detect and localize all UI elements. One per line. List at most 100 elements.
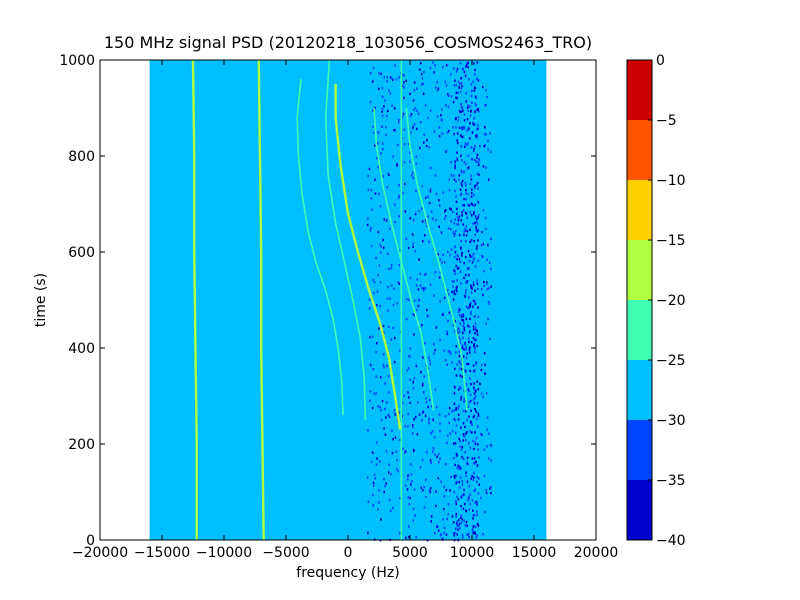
noise-cell bbox=[417, 112, 420, 115]
noise-cell bbox=[463, 70, 466, 74]
noise-cell bbox=[463, 233, 465, 237]
noise-cell bbox=[461, 84, 463, 88]
noise-cell bbox=[483, 352, 486, 355]
noise-cell bbox=[482, 85, 484, 89]
noise-cell bbox=[460, 110, 463, 113]
noise-cell bbox=[462, 324, 465, 328]
noise-cell bbox=[437, 87, 440, 90]
noise-cell bbox=[474, 488, 477, 491]
noise-cell bbox=[404, 450, 407, 453]
noise-cell bbox=[472, 525, 475, 528]
noise-cell bbox=[467, 388, 470, 391]
noise-cell bbox=[468, 127, 470, 130]
noise-cell bbox=[416, 433, 419, 436]
noise-cell bbox=[404, 451, 406, 454]
noise-cell bbox=[466, 461, 468, 464]
noise-cell bbox=[461, 536, 464, 539]
noise-cell bbox=[464, 211, 467, 215]
noise-cell bbox=[435, 504, 437, 508]
noise-cell bbox=[439, 258, 442, 261]
noise-cell bbox=[411, 127, 414, 130]
noise-cell bbox=[372, 291, 375, 295]
noise-cell bbox=[460, 169, 463, 172]
noise-cell bbox=[398, 183, 400, 187]
noise-cell bbox=[379, 281, 382, 284]
noise-cell bbox=[486, 258, 488, 262]
noise-cell bbox=[401, 414, 403, 418]
noise-cell bbox=[447, 434, 449, 437]
noise-cell bbox=[434, 388, 437, 391]
noise-cell bbox=[424, 196, 427, 200]
noise-cell bbox=[393, 360, 396, 364]
noise-cell bbox=[463, 502, 466, 506]
noise-cell bbox=[432, 447, 435, 450]
noise-cell bbox=[460, 159, 463, 162]
noise-cell bbox=[370, 226, 372, 230]
noise-cell bbox=[434, 174, 437, 177]
noise-cell bbox=[484, 104, 487, 107]
noise-cell bbox=[428, 421, 430, 425]
noise-cell bbox=[456, 480, 459, 484]
noise-cell bbox=[465, 348, 467, 351]
noise-cell bbox=[403, 128, 406, 131]
noise-cell bbox=[452, 100, 455, 104]
noise-cell bbox=[387, 471, 390, 474]
noise-cell bbox=[472, 370, 475, 373]
noise-cell bbox=[375, 392, 377, 395]
noise-cell bbox=[382, 324, 385, 328]
noise-cell bbox=[458, 350, 461, 354]
noise-cell bbox=[461, 533, 464, 537]
noise-cell bbox=[366, 223, 369, 227]
noise-cell bbox=[403, 96, 405, 100]
noise-cell bbox=[474, 350, 476, 354]
noise-cell bbox=[388, 267, 390, 271]
noise-cell bbox=[412, 425, 414, 428]
noise-cell bbox=[487, 300, 490, 304]
noise-cell bbox=[471, 499, 473, 502]
noise-cell bbox=[482, 293, 484, 297]
noise-cell bbox=[461, 126, 463, 130]
noise-cell bbox=[476, 77, 478, 81]
noise-cell bbox=[480, 392, 483, 395]
noise-cell bbox=[446, 517, 448, 521]
noise-cell bbox=[475, 361, 477, 364]
noise-cell bbox=[381, 107, 384, 111]
noise-cell bbox=[368, 298, 371, 301]
noise-cell bbox=[489, 132, 491, 135]
noise-cell bbox=[406, 297, 408, 301]
noise-cell bbox=[479, 382, 481, 386]
noise-cell bbox=[397, 280, 400, 284]
noise-cell bbox=[390, 338, 393, 341]
noise-cell bbox=[375, 350, 377, 354]
noise-cell bbox=[463, 400, 465, 403]
noise-cell bbox=[440, 113, 442, 117]
noise-cell bbox=[436, 525, 438, 529]
noise-cell bbox=[477, 216, 480, 219]
noise-cell bbox=[379, 205, 382, 208]
noise-cell bbox=[454, 320, 457, 323]
noise-cell bbox=[405, 317, 408, 321]
noise-cell bbox=[473, 185, 476, 188]
noise-cell bbox=[470, 214, 473, 217]
noise-cell bbox=[447, 250, 449, 253]
noise-cell bbox=[474, 73, 476, 76]
noise-cell bbox=[459, 476, 462, 479]
noise-cell bbox=[431, 430, 434, 433]
noise-cell bbox=[466, 230, 469, 233]
x-tick-label: −20000 bbox=[72, 545, 128, 561]
noise-cell bbox=[447, 129, 450, 133]
noise-cell bbox=[478, 158, 481, 162]
noise-cell bbox=[443, 526, 446, 530]
noise-cell bbox=[438, 199, 440, 202]
noise-cell bbox=[466, 61, 468, 65]
noise-cell bbox=[384, 433, 387, 436]
noise-cell bbox=[458, 388, 460, 391]
noise-cell bbox=[470, 109, 473, 113]
noise-cell bbox=[409, 401, 412, 405]
noise-cell bbox=[429, 490, 432, 494]
noise-cell bbox=[422, 410, 425, 414]
noise-cell bbox=[477, 259, 480, 263]
noise-cell bbox=[369, 229, 372, 232]
noise-cell bbox=[472, 122, 474, 125]
noise-cell bbox=[467, 166, 469, 170]
